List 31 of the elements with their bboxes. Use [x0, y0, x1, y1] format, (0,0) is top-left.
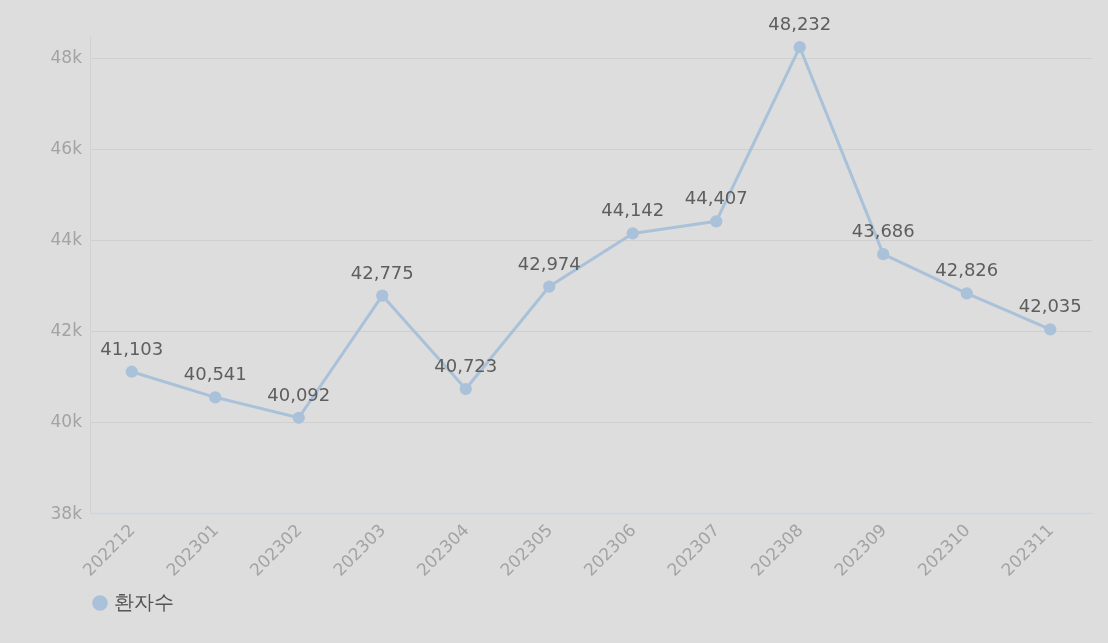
data-label: 42,826 [935, 259, 999, 281]
point [626, 227, 639, 240]
legend-label: 환자수 [114, 590, 174, 614]
y-tick-label: 40k [50, 411, 83, 432]
data-label: 44,407 [684, 187, 748, 209]
point [1044, 323, 1057, 336]
y-tick-label: 44k [50, 229, 83, 250]
point [543, 280, 556, 293]
y-tick-label: 42k [50, 320, 83, 341]
data-label: 41,103 [100, 337, 164, 359]
point [710, 215, 723, 228]
data-label: 42,974 [517, 252, 581, 274]
point [960, 287, 973, 300]
data-label: 42,035 [1018, 295, 1082, 317]
point [376, 289, 389, 302]
data-label: 40,092 [267, 383, 331, 405]
point [292, 411, 305, 424]
y-tick-label: 48k [50, 47, 83, 68]
data-label: 40,723 [434, 355, 498, 377]
point [209, 391, 222, 404]
y-tick-label: 38k [50, 502, 83, 523]
data-label: 42,775 [350, 261, 414, 283]
point [877, 248, 890, 261]
data-label: 40,541 [183, 363, 247, 385]
y-tick-label: 46k [50, 138, 83, 159]
point [793, 41, 806, 54]
point [459, 382, 472, 396]
data-label: 44,142 [601, 199, 665, 221]
data-label: 43,686 [851, 220, 915, 242]
point [125, 365, 138, 378]
data-label: 48,232 [768, 13, 832, 35]
